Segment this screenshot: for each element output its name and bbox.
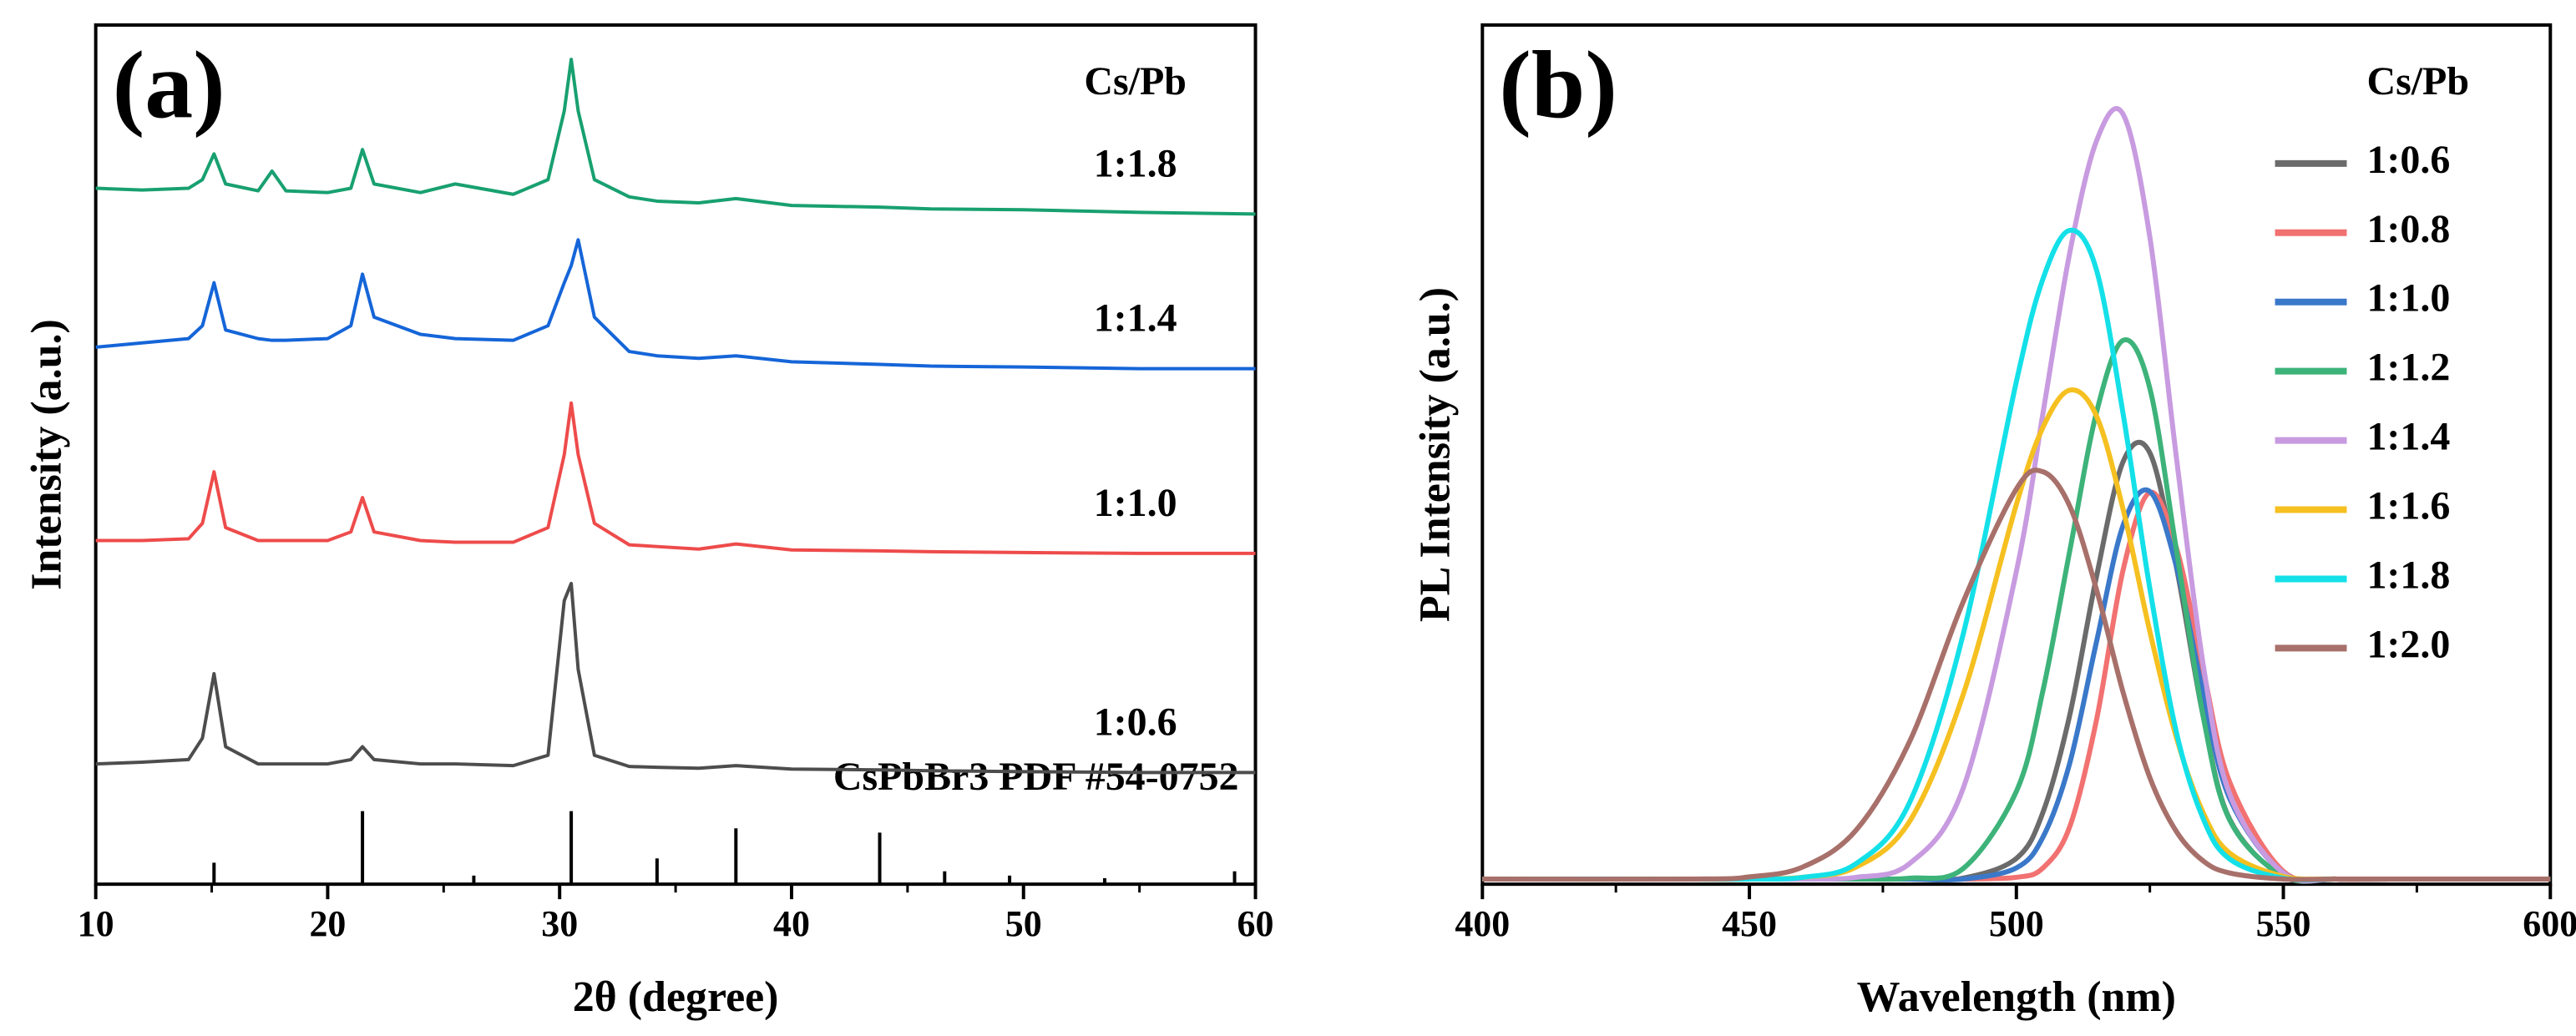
x-tick-label: 10 [78,903,114,944]
panel: 10 20 30 40 50 60 2θ (degree) Intensity (a.u.) (… [23,23,1274,1021]
x-tick-label: 20 [309,903,346,944]
x-axis-label: Wavelength (nm) [1857,973,2176,1021]
panel-title: (a) [113,33,225,139]
series-line [1482,489,2551,883]
series-line [95,401,1256,555]
series-line [95,238,1256,371]
legend-label: 1:1.2 [2366,346,2450,390]
x-tick-label: 500 [1989,903,2044,944]
legend-label: 1:1.8 [2366,553,2450,597]
x-tick-label: 450 [1722,903,1777,944]
panel-title: (b) [1499,33,1617,139]
y-axis-label: Intensity (a.u.) [23,319,71,590]
series-line [95,581,1256,775]
series-label: 1:1.8 [1094,141,1177,185]
legend-label: 1:0.6 [2366,138,2450,182]
x-tick-label: 60 [1237,903,1274,944]
legend-label: 1:0.8 [2366,207,2450,251]
series-label: 1:0.6 [1094,700,1177,744]
legend-label: 1:2.0 [2366,622,2450,666]
x-tick-label: 50 [1005,903,1042,944]
legend-title: Cs/Pb [2366,59,2469,104]
x-tick-label: 40 [773,903,810,944]
x-tick-label: 400 [1455,903,1510,944]
y-axis-label: PL Intensity (a.u.) [1411,287,1459,622]
series-line [95,58,1256,216]
legend-label: 1:1.0 [2366,276,2450,321]
panel: 400 450 500 550 600 Wavelength (nm) PL Intensi… [1411,23,2576,1021]
series-line [1482,227,2551,882]
series-line [1482,467,2551,882]
series-label: 1:1.0 [1094,481,1177,525]
x-tick-label: 30 [541,903,578,944]
x-tick-label: 600 [2523,903,2576,944]
legend-title: Cs/Pb [1084,59,1187,104]
series-label: 1:1.4 [1094,296,1177,341]
x-axis-label: 2θ (degree) [573,973,779,1021]
series-line [1482,106,2551,884]
legend-label: 1:1.6 [2366,484,2450,528]
x-tick-label: 550 [2256,903,2311,944]
series-line [1482,487,2551,883]
legend-label: 1:1.4 [2366,415,2450,459]
reference-label: CsPbBr3 PDF #54-0752 [833,755,1239,799]
